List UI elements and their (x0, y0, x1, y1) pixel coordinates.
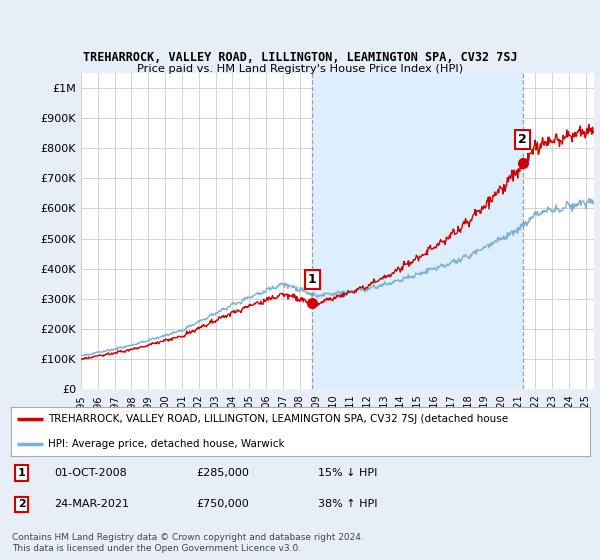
Text: 24-MAR-2021: 24-MAR-2021 (54, 500, 129, 510)
Text: Contains HM Land Registry data © Crown copyright and database right 2024.
This d: Contains HM Land Registry data © Crown c… (12, 533, 364, 553)
Text: 38% ↑ HPI: 38% ↑ HPI (317, 500, 377, 510)
Text: 2: 2 (518, 133, 527, 146)
Text: Price paid vs. HM Land Registry's House Price Index (HPI): Price paid vs. HM Land Registry's House … (137, 64, 463, 74)
Text: 15% ↓ HPI: 15% ↓ HPI (317, 468, 377, 478)
Text: TREHARROCK, VALLEY ROAD, LILLINGTON, LEAMINGTON SPA, CV32 7SJ (detached house: TREHARROCK, VALLEY ROAD, LILLINGTON, LEA… (49, 414, 509, 424)
Text: £285,000: £285,000 (196, 468, 249, 478)
Bar (312, 73, 523, 389)
Text: HPI: Average price, detached house, Warwick: HPI: Average price, detached house, Warw… (49, 439, 285, 449)
Text: 1: 1 (18, 468, 25, 478)
Text: 2: 2 (18, 500, 25, 510)
Text: 1: 1 (308, 273, 317, 286)
Text: 01-OCT-2008: 01-OCT-2008 (54, 468, 127, 478)
Text: TREHARROCK, VALLEY ROAD, LILLINGTON, LEAMINGTON SPA, CV32 7SJ: TREHARROCK, VALLEY ROAD, LILLINGTON, LEA… (83, 51, 517, 64)
Text: £750,000: £750,000 (196, 500, 249, 510)
